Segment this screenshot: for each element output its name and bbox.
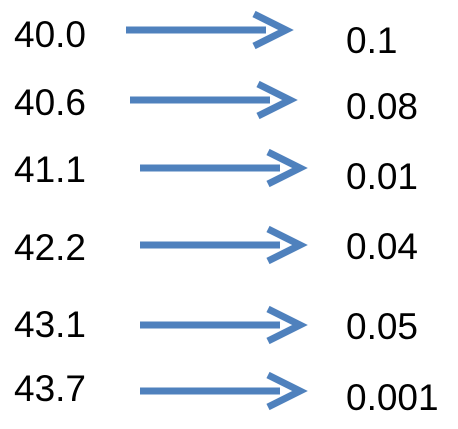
- source-value: 43.7: [14, 368, 87, 409]
- source-value: 41.1: [14, 149, 87, 190]
- source-value: 43.1: [14, 304, 87, 345]
- target-value: 0.001: [346, 377, 439, 418]
- source-value: 40.0: [14, 14, 87, 55]
- right-arrow-icon: [126, 10, 294, 50]
- target-value: 0.01: [346, 156, 419, 197]
- mapping-row: 40.0 0.1: [0, 0, 458, 60]
- source-value: 40.6: [14, 82, 87, 123]
- target-value: 0.05: [346, 306, 419, 347]
- right-arrow-icon: [140, 225, 308, 265]
- right-arrow-icon: [130, 80, 298, 120]
- mapping-row: 41.1 0.01: [0, 136, 458, 196]
- source-value: 42.2: [14, 227, 87, 268]
- target-value: 0.08: [346, 86, 419, 127]
- target-value: 0.1: [346, 20, 398, 61]
- mapping-row: 42.2 0.04: [0, 204, 458, 268]
- mapping-row: 40.6 0.08: [0, 68, 458, 128]
- right-arrow-icon: [140, 148, 308, 188]
- right-arrow-icon: [140, 371, 308, 411]
- right-arrow-icon: [140, 305, 308, 345]
- mapping-row: 43.7 0.001: [0, 350, 458, 416]
- target-value: 0.04: [346, 226, 419, 267]
- mapping-row: 43.1 0.05: [0, 279, 458, 345]
